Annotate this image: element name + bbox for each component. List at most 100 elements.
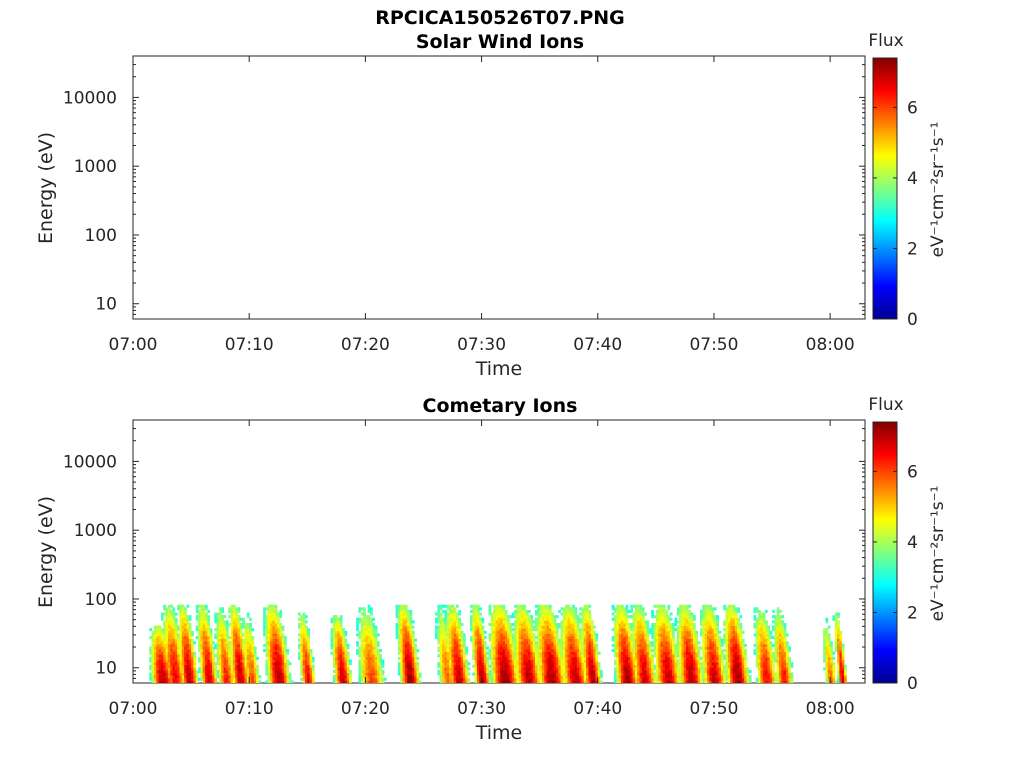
heatmap-cell — [307, 659, 311, 663]
heatmap-cell — [223, 649, 227, 653]
heatmap-cell — [658, 612, 661, 616]
heatmap-cell — [274, 672, 278, 676]
heatmap-cell — [514, 604, 517, 608]
heatmap-cell — [544, 651, 548, 655]
heatmap-cell — [560, 628, 564, 632]
heatmap-cell — [560, 641, 564, 645]
heatmap-cell — [442, 677, 445, 681]
heatmap-cell — [346, 651, 350, 655]
heatmap-cell — [281, 641, 285, 645]
heatmap-cell — [174, 656, 178, 660]
heatmap-cell — [167, 622, 171, 626]
heatmap-cell — [370, 659, 373, 663]
heatmap-cell — [339, 625, 343, 629]
heatmap-cell — [383, 677, 387, 681]
heatmap-cell — [502, 625, 506, 629]
heatmap-cell — [593, 636, 596, 640]
heatmap-cell — [202, 662, 206, 666]
heatmap-cell — [156, 643, 159, 647]
heatmap-cell — [363, 643, 366, 647]
heatmap-cell — [623, 633, 627, 637]
heatmap-cell — [616, 636, 620, 640]
heatmap-cell — [495, 609, 499, 613]
heatmap-cell — [537, 680, 541, 683]
heatmap-cell — [627, 656, 631, 660]
heatmap-cell — [402, 651, 406, 655]
heatmap-cell — [225, 667, 229, 671]
heatmap-cell — [242, 625, 245, 629]
heatmap-cell — [497, 604, 501, 608]
heatmap-cell — [253, 677, 257, 681]
heatmap-cell — [535, 680, 538, 683]
heatmap-cell — [586, 612, 589, 616]
heatmap-cell — [265, 651, 269, 655]
heatmap-cell — [616, 680, 620, 683]
heatmap-cell — [402, 638, 406, 642]
heatmap-cell — [637, 641, 640, 645]
heatmap-cell — [493, 641, 496, 645]
heatmap-cell — [595, 664, 599, 668]
heatmap-cell — [400, 638, 403, 642]
heatmap-cell — [281, 646, 285, 650]
heatmap-cell — [400, 630, 403, 634]
heatmap-cell — [646, 625, 650, 629]
heatmap-cell — [667, 620, 671, 624]
heatmap-cell — [486, 672, 489, 676]
heatmap-cell — [516, 664, 520, 668]
heatmap-cell — [244, 638, 248, 642]
heatmap-cell — [251, 651, 255, 655]
heatmap-cell — [167, 646, 171, 650]
heatmap-cell — [497, 633, 501, 637]
heatmap-cell — [453, 622, 457, 626]
heatmap-cell — [302, 672, 306, 676]
heatmap-cell — [495, 672, 499, 676]
heatmap-cell — [553, 641, 557, 645]
heatmap-cell — [528, 643, 531, 647]
heatmap-cell — [502, 662, 506, 666]
heatmap-cell — [560, 677, 564, 681]
heatmap-cell — [595, 646, 599, 650]
heatmap-cell — [621, 680, 624, 683]
heatmap-cell — [504, 633, 508, 637]
heatmap-cell — [576, 680, 580, 683]
heatmap-cell — [483, 667, 487, 671]
heatmap-cell — [567, 622, 571, 626]
heatmap-cell — [639, 622, 643, 626]
heatmap-cell — [363, 630, 366, 634]
heatmap-cell — [553, 659, 557, 663]
heatmap-cell — [235, 625, 238, 629]
heatmap-cell — [497, 659, 501, 663]
heatmap-cell — [565, 633, 568, 637]
heatmap-cell — [530, 667, 534, 671]
heatmap-cell — [418, 672, 422, 676]
heatmap-cell — [576, 675, 580, 679]
heatmap-cell — [223, 659, 227, 663]
heatmap-cell — [660, 680, 664, 683]
heatmap-cell — [218, 656, 222, 660]
heatmap-cell — [495, 604, 499, 608]
heatmap-cell — [560, 638, 564, 642]
heatmap-cell — [548, 675, 552, 679]
heatmap-cell — [660, 620, 664, 624]
heatmap-cell — [553, 664, 557, 668]
heatmap-cell — [465, 651, 469, 655]
heatmap-cell — [495, 667, 499, 671]
heatmap-cell — [267, 636, 271, 640]
heatmap-cell — [669, 628, 673, 632]
heatmap-cell — [555, 672, 559, 676]
heatmap-cell — [558, 659, 561, 663]
heatmap-cell — [160, 656, 164, 660]
heatmap-cell — [576, 654, 580, 658]
heatmap-cell — [346, 664, 350, 668]
heatmap-cell — [625, 615, 629, 619]
heatmap-cell — [277, 659, 280, 663]
heatmap-cell — [672, 659, 675, 663]
heatmap-cell — [165, 609, 169, 613]
heatmap-cell — [539, 672, 543, 676]
heatmap-cell — [400, 646, 403, 650]
heatmap-cell — [411, 659, 415, 663]
heatmap-cell — [363, 662, 366, 666]
heatmap-cell — [239, 677, 243, 681]
heatmap-cell — [330, 628, 334, 632]
heatmap-cell — [579, 646, 582, 650]
